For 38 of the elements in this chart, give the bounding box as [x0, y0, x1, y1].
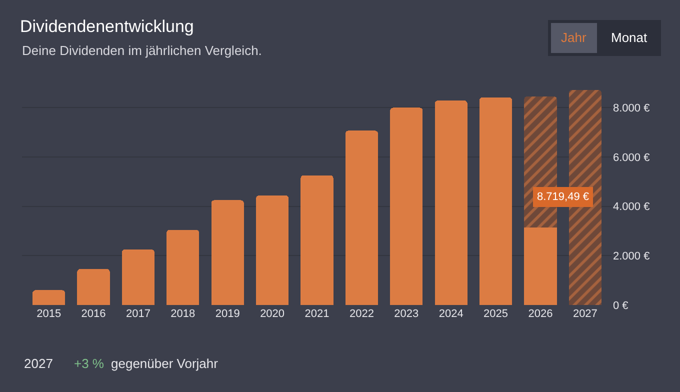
y-tick-label: 2.000 € — [613, 250, 650, 263]
text: gegenüber Vorjahr — [111, 356, 219, 371]
y-tick-label: 6.000 € — [613, 152, 650, 164]
bar — [32, 290, 66, 305]
chart-title: Dividendenentwicklung — [20, 16, 194, 36]
x-tick-label: 2016 — [81, 308, 106, 320]
x-tick-label: 2021 — [304, 308, 330, 320]
x-tick-label: 2024 — [438, 308, 464, 320]
data-label: 8.719,49 € — [537, 191, 589, 203]
bar — [390, 108, 423, 305]
x-tick-label: 2017 — [126, 308, 150, 320]
x-tick-label: 2026 — [528, 308, 553, 320]
text: Jahr — [561, 30, 587, 45]
bar — [479, 97, 512, 305]
bar — [166, 230, 200, 305]
bar — [256, 196, 289, 305]
x-tick-label: 2027 — [572, 308, 598, 320]
bar — [211, 200, 244, 305]
y-tick-label: 8.000 € — [613, 102, 650, 115]
bar — [345, 130, 378, 305]
x-tick-label: 2023 — [394, 308, 419, 320]
x-tick-label: 2018 — [170, 308, 196, 320]
text: Monat — [611, 30, 648, 45]
bar — [122, 250, 155, 305]
x-tick-label: 2020 — [260, 308, 285, 320]
text: +3 % — [74, 356, 104, 371]
x-tick-label: 2019 — [215, 308, 240, 320]
bar — [524, 228, 557, 305]
bar — [434, 100, 468, 305]
chart-subtitle: Deine Dividenden im jährlichen Vergleich. — [22, 43, 262, 58]
x-tick-label: 2015 — [36, 308, 62, 320]
y-tick-label: 0 € — [613, 300, 628, 312]
x-tick-label: 2022 — [349, 308, 374, 320]
text: 2027 — [24, 356, 53, 371]
y-tick-label: 4.000 € — [613, 201, 650, 214]
x-tick-label: 2025 — [484, 308, 508, 320]
bar — [77, 269, 110, 305]
bar — [300, 175, 334, 305]
